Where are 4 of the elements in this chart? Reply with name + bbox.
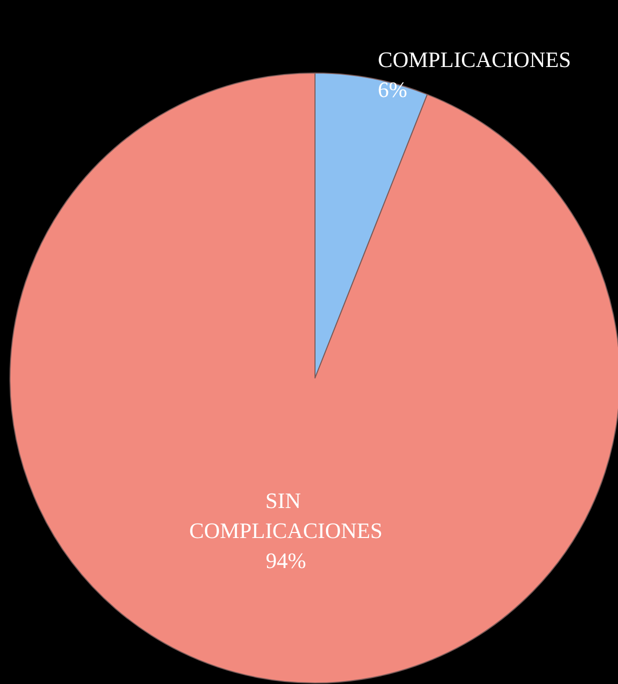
data-label: 6%: [378, 76, 408, 102]
slice-label: COMPLICACIONES: [378, 46, 572, 72]
data-label: 94%: [266, 548, 306, 574]
slice-label: SIN COMPLICACIONES: [189, 488, 382, 544]
